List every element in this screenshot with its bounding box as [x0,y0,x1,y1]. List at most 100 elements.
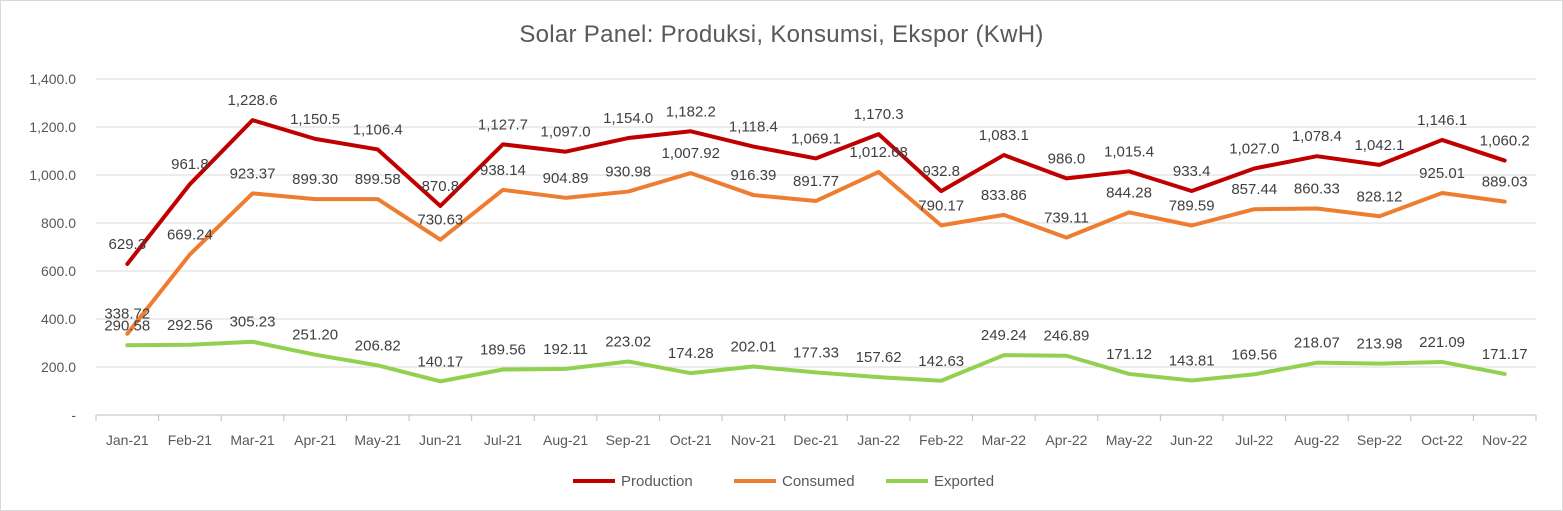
data-label-production: 629.3 [109,236,147,253]
data-label-consumed: 833.86 [981,187,1027,204]
data-label-consumed: 1,012.68 [849,144,907,161]
x-tick-label: Aug-21 [543,432,588,448]
x-tick-label: Sep-22 [1357,432,1402,448]
data-label-exported: 249.24 [981,327,1027,344]
y-tick-label: 1,000.0 [29,167,76,183]
x-tick-label: Jul-21 [484,432,522,448]
x-tick-label: May-22 [1106,432,1153,448]
data-label-production: 1,069.1 [791,130,841,147]
x-tick-label: Dec-21 [793,432,838,448]
data-label-production: 1,127.7 [478,116,528,133]
y-tick-label: 600.0 [41,263,76,279]
data-label-consumed: 923.37 [230,165,276,182]
series-line-consumed [125,169,1507,336]
data-label-production: 1,150.5 [290,111,340,128]
data-label-exported: 206.82 [355,337,401,354]
data-label-production: 1,083.1 [979,127,1029,144]
x-tick-label: Jul-22 [1235,432,1273,448]
data-label-consumed: 669.24 [167,226,213,243]
data-label-consumed: 889.03 [1482,174,1528,191]
data-label-production: 870.8 [422,178,460,195]
data-label-exported: 171.12 [1106,346,1152,363]
data-label-exported: 140.17 [417,353,463,370]
data-label-exported: 192.11 [543,341,588,358]
data-label-production: 1,118.4 [729,119,778,136]
x-tick-label: Oct-22 [1421,432,1463,448]
y-tick-label: 800.0 [41,215,76,231]
data-label-production: 1,170.3 [854,106,904,123]
data-label-production: 932.8 [922,163,960,180]
data-label-consumed: 916.39 [730,167,776,184]
data-label-consumed: 938.14 [480,162,526,179]
x-tick-label: Apr-22 [1045,432,1087,448]
data-label-production: 933.4 [1173,163,1211,180]
data-label-exported: 223.02 [605,333,651,350]
y-tick-label: 200.0 [41,359,76,375]
data-label-exported: 290.58 [104,317,150,334]
data-label-exported: 143.81 [1169,352,1215,369]
data-label-exported: 174.28 [668,345,714,362]
data-label-consumed: 930.98 [605,164,651,181]
data-label-exported: 157.62 [856,349,902,366]
legend-label-production: Production [621,473,693,490]
data-label-production: 1,146.1 [1417,112,1467,129]
data-label-consumed: 860.33 [1294,181,1340,198]
data-label-consumed: 789.59 [1169,197,1215,214]
data-label-exported: 202.01 [730,339,776,356]
data-label-production: 986.0 [1048,150,1086,167]
data-label-consumed: 925.01 [1419,165,1465,182]
data-label-exported: 189.56 [480,342,526,359]
x-tick-label: Aug-22 [1294,432,1339,448]
x-tick-label: Oct-21 [670,432,712,448]
data-label-production: 1,060.2 [1480,133,1530,150]
data-label-exported: 251.20 [292,327,338,344]
data-label-consumed: 891.77 [793,173,839,190]
legend-label-exported: Exported [934,473,994,490]
data-label-consumed: 904.89 [543,170,589,187]
data-label-exported: 221.09 [1419,334,1465,351]
x-tick-label: Apr-21 [294,432,336,448]
data-label-consumed: 844.28 [1106,184,1152,201]
data-label-exported: 177.33 [793,344,839,361]
data-label-production: 961.8 [171,156,209,173]
x-tick-label: Jun-22 [1170,432,1213,448]
x-tick-label: Feb-21 [168,432,213,448]
data-label-consumed: 828.12 [1357,188,1403,205]
legend-label-consumed: Consumed [782,473,855,490]
data-label-production: 1,097.0 [541,124,591,141]
data-label-consumed: 857.44 [1231,181,1277,198]
data-label-consumed: 790.17 [918,197,964,214]
data-label-production: 1,228.6 [227,92,277,109]
data-label-exported: 305.23 [230,314,276,331]
data-label-exported: 142.63 [918,353,964,370]
data-label-production: 1,027.0 [1229,141,1279,158]
x-tick-label: Jan-22 [857,432,900,448]
data-label-exported: 218.07 [1294,335,1340,352]
data-label-consumed: 1,007.92 [662,145,720,162]
x-tick-label: Jun-21 [419,432,462,448]
series-line-exported [125,339,1507,384]
data-label-exported: 213.98 [1357,336,1403,353]
x-tick-label: Mar-22 [982,432,1027,448]
data-label-consumed: 739.11 [1044,210,1089,227]
data-label-exported: 171.17 [1482,346,1528,363]
data-label-production: 1,078.4 [1292,128,1342,145]
data-label-production: 1,015.4 [1104,143,1154,160]
y-tick-label: 400.0 [41,311,76,327]
data-label-exported: 292.56 [167,317,213,334]
x-tick-label: Nov-21 [731,432,776,448]
data-label-exported: 169.56 [1231,346,1277,363]
data-label-production: 1,042.1 [1354,137,1404,154]
x-tick-label: Sep-21 [606,432,651,448]
data-label-exported: 246.89 [1043,328,1089,345]
data-label-consumed: 338.72 [104,306,150,323]
x-tick-label: Mar-21 [230,432,275,448]
y-tick-label: 1,400.0 [29,71,76,87]
x-tick-label: Jan-21 [106,432,149,448]
x-tick-label: Feb-22 [919,432,964,448]
series-line-production [125,118,1507,266]
x-tick-label: Nov-22 [1482,432,1527,448]
x-tick-label: May-21 [354,432,401,448]
